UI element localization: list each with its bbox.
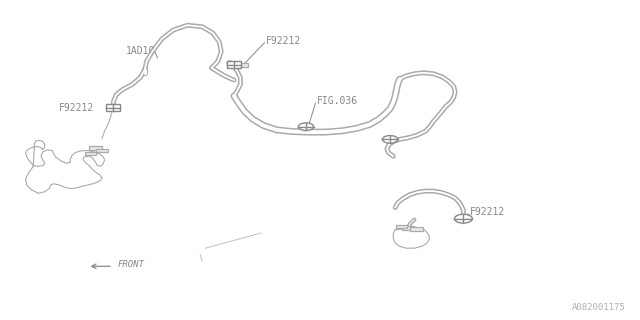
Bar [232,63,248,67]
Text: F92212: F92212 [266,36,301,46]
Text: FIG.036: FIG.036 [317,96,358,106]
Bar [85,152,97,155]
Bar [106,104,120,111]
Text: A082001175: A082001175 [572,303,626,312]
Circle shape [298,123,314,131]
Text: FRONT: FRONT [117,260,144,268]
Bar [96,148,108,152]
Circle shape [454,214,472,223]
Text: F92212: F92212 [59,103,94,113]
Bar [410,227,423,231]
Circle shape [383,136,397,143]
Text: F92212: F92212 [470,207,505,217]
Bar [401,226,414,230]
Bar [396,225,407,228]
Bar [90,146,102,150]
Bar [227,61,241,68]
Text: 1AD10: 1AD10 [125,45,155,56]
